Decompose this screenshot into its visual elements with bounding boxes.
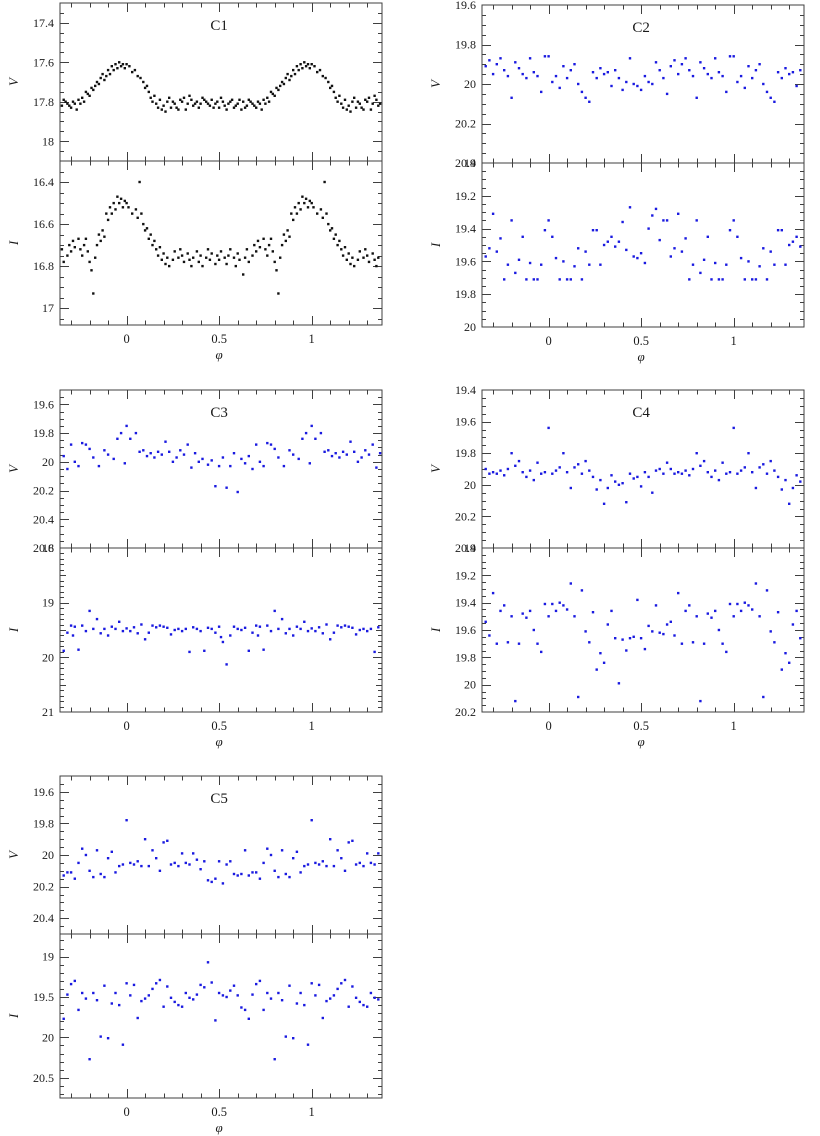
svg-text:19.2: 19.2 [455,568,476,582]
svg-text:1: 1 [309,1105,315,1119]
svg-text:V: V [6,76,21,86]
panel-c2: C2 19.6 19.8 20 20.2 20.4 V 19 19.2 19.4 19.6 19.8 2… [422,0,820,374]
svg-text:I: I [428,627,443,633]
svg-text:I: I [6,627,21,633]
svg-text:I: I [428,242,443,248]
svg-text:0.5: 0.5 [211,1105,227,1119]
chart-svg-c3: C3 19.6 19.8 20 20.2 20.4 20.6 V 18 19 20 21 I 0 0.5 1 φ [6,389,383,749]
panel-c4: C4 19.4 19.6 19.8 20 20.2 20.4 V 19 19.2 19.4 19.6 1… [422,383,820,759]
panel-c3: C3 19.6 19.8 20 20.2 20.4 20.6 V 18 19 20 21 I 0 0.5 1 φ [0,387,400,759]
svg-text:20.5: 20.5 [33,1071,54,1085]
panel-c1: C1 17.4 17.6 17.8 18 V 16.4 16.6 16.8 17 I 0 0.5 1 φ [0,0,400,372]
svg-text:φ: φ [216,1120,223,1135]
svg-text:0: 0 [123,1105,129,1119]
svg-text:19.6: 19.6 [455,254,476,268]
svg-text:19.8: 19.8 [33,426,54,440]
svg-text:17.6: 17.6 [33,55,54,69]
svg-text:20.2: 20.2 [455,705,476,719]
svg-text:0: 0 [545,719,551,733]
svg-text:C2: C2 [632,20,650,36]
svg-text:19.8: 19.8 [455,38,476,52]
svg-text:C1: C1 [210,18,228,34]
svg-text:19: 19 [42,596,54,610]
svg-text:16.6: 16.6 [33,217,54,231]
svg-text:19.8: 19.8 [455,446,476,460]
svg-text:16.8: 16.8 [33,259,54,273]
svg-text:20: 20 [464,320,476,334]
svg-text:20: 20 [42,650,54,664]
svg-text:V: V [6,463,21,473]
svg-text:20: 20 [42,455,54,469]
svg-text:0.5: 0.5 [211,332,227,346]
svg-text:20.2: 20.2 [33,484,54,498]
svg-text:I: I [6,1013,21,1019]
svg-text:17.8: 17.8 [33,95,54,109]
svg-text:19.5: 19.5 [33,990,54,1004]
svg-text:0.5: 0.5 [633,719,649,733]
svg-text:17.4: 17.4 [33,16,54,30]
svg-text:1: 1 [731,719,737,733]
svg-text:18: 18 [42,134,54,148]
svg-text:V: V [6,849,21,859]
svg-text:20.2: 20.2 [33,880,54,894]
svg-text:φ: φ [216,347,223,362]
svg-text:C5: C5 [210,791,228,807]
svg-text:0: 0 [123,332,129,346]
svg-text:19.6: 19.6 [455,623,476,637]
svg-text:0: 0 [123,719,129,733]
chart-svg-c1: C1 17.4 17.6 17.8 18 V 16.4 16.6 16.8 17 I 0 0.5 1 φ [6,2,383,362]
svg-text:16.4: 16.4 [33,175,54,189]
svg-text:1: 1 [309,719,315,733]
svg-text:19.2: 19.2 [455,189,476,203]
svg-text:I: I [6,240,21,246]
svg-text:19.8: 19.8 [455,650,476,664]
svg-text:20.4: 20.4 [33,512,54,526]
svg-text:0.5: 0.5 [633,334,649,348]
svg-text:19.6: 19.6 [33,397,54,411]
svg-text:20: 20 [464,478,476,492]
svg-text:19: 19 [464,156,476,170]
svg-text:20: 20 [42,1030,54,1044]
svg-text:19.6: 19.6 [455,0,476,12]
svg-text:17: 17 [42,301,54,315]
svg-text:19: 19 [42,950,54,964]
panel-c5: C5 19.6 19.8 20 20.2 20.4 V 19 19.5 20 20.5 I 0 0.5 1 φ [0,773,400,1136]
svg-text:0.5: 0.5 [211,719,227,733]
svg-text:20: 20 [464,77,476,91]
svg-text:19.4: 19.4 [455,596,476,610]
svg-text:19.4: 19.4 [455,383,476,397]
svg-text:1: 1 [731,334,737,348]
svg-text:V: V [428,463,443,473]
svg-text:19.6: 19.6 [33,785,54,799]
svg-text:20.4: 20.4 [33,911,54,925]
svg-text:18: 18 [42,541,54,555]
svg-text:20: 20 [42,848,54,862]
svg-text:20.2: 20.2 [455,117,476,131]
svg-text:21: 21 [42,705,54,719]
svg-text:20.4: 20.4 [455,156,476,170]
chart-svg-c4: C4 19.4 19.6 19.8 20 20.2 20.4 V 19 19.2 19.4 19.6 1… [428,383,805,749]
svg-text:19.4: 19.4 [455,222,476,236]
chart-svg-c5: C5 19.6 19.8 20 20.2 20.4 V 19 19.5 20 20.5 I 0 0.5 1 φ [6,775,383,1135]
svg-text:φ: φ [638,734,645,749]
svg-text:20.4: 20.4 [455,541,476,555]
svg-text:20.6: 20.6 [33,541,54,555]
svg-text:C4: C4 [632,405,650,421]
svg-text:0: 0 [545,334,551,348]
svg-text:1: 1 [309,332,315,346]
svg-text:20: 20 [464,678,476,692]
chart-svg-c2: C2 19.6 19.8 20 20.2 20.4 V 19 19.2 19.4 19.6 19.8 2… [428,0,805,364]
svg-text:19.6: 19.6 [455,415,476,429]
svg-text:19: 19 [464,541,476,555]
svg-text:19.8: 19.8 [455,287,476,301]
svg-text:19.8: 19.8 [33,816,54,830]
svg-text:20.2: 20.2 [455,509,476,523]
svg-text:φ: φ [216,734,223,749]
svg-text:V: V [428,78,443,88]
svg-text:φ: φ [638,349,645,364]
svg-text:C3: C3 [210,405,228,421]
